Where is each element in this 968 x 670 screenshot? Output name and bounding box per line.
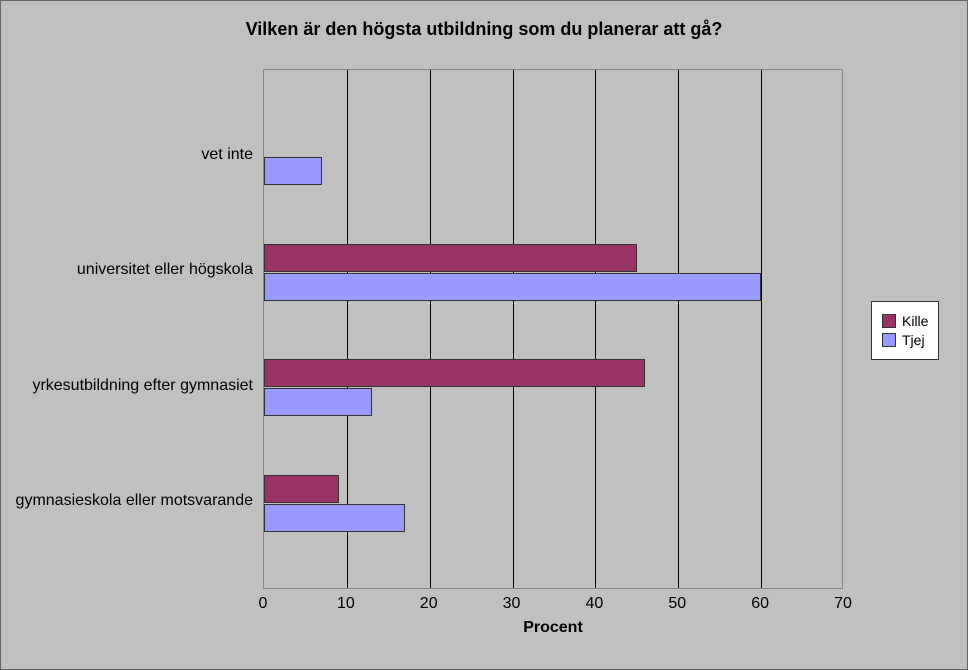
x-tick-label: 70: [823, 595, 863, 613]
legend-swatch: [882, 314, 896, 328]
chart-container: Vilken är den högsta utbildning som du p…: [0, 0, 968, 670]
bar-tjej: [264, 388, 372, 416]
legend-label: Tjej: [902, 332, 925, 348]
category-label: universitet eller högskola: [1, 261, 253, 279]
x-axis-title: Procent: [263, 619, 843, 637]
legend-swatch: [882, 333, 896, 347]
bar-tjej: [264, 504, 405, 532]
gridline: [595, 70, 596, 588]
gridline: [430, 70, 431, 588]
legend-label: Kille: [902, 313, 928, 329]
bar-kille: [264, 359, 645, 387]
gridline: [761, 70, 762, 588]
bar-tjej: [264, 273, 761, 301]
legend-item: Tjej: [882, 332, 928, 348]
plot-area: [263, 69, 843, 589]
x-tick-label: 50: [657, 595, 697, 613]
category-label: vet inte: [1, 146, 253, 164]
bar-kille: [264, 244, 637, 272]
x-tick-label: 0: [243, 595, 283, 613]
x-tick-label: 40: [574, 595, 614, 613]
legend-item: Kille: [882, 313, 928, 329]
category-label: yrkesutbildning efter gymnasiet: [1, 377, 253, 395]
bar-kille: [264, 475, 339, 503]
gridline: [513, 70, 514, 588]
x-tick-label: 30: [492, 595, 532, 613]
bar-tjej: [264, 157, 322, 185]
legend: Kille Tjej: [871, 301, 939, 360]
x-tick-label: 10: [326, 595, 366, 613]
gridline: [678, 70, 679, 588]
x-tick-label: 20: [409, 595, 449, 613]
x-tick-label: 60: [740, 595, 780, 613]
category-label: gymnasieskola eller motsvarande: [1, 492, 253, 510]
chart-title: Vilken är den högsta utbildning som du p…: [1, 19, 967, 40]
